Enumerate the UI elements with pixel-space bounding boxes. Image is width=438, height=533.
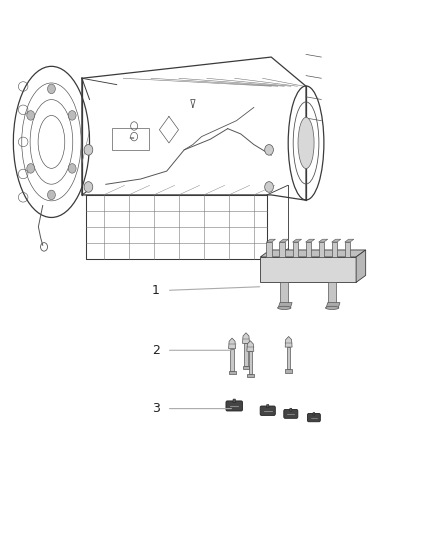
Polygon shape: [345, 242, 350, 257]
Circle shape: [47, 190, 55, 200]
Polygon shape: [356, 250, 366, 282]
FancyBboxPatch shape: [284, 409, 298, 418]
Circle shape: [27, 164, 35, 173]
Polygon shape: [247, 341, 254, 351]
Text: 3: 3: [152, 402, 160, 415]
Circle shape: [265, 182, 273, 192]
Circle shape: [84, 144, 93, 155]
Bar: [113, 127, 149, 150]
Polygon shape: [243, 333, 250, 343]
Polygon shape: [229, 338, 236, 349]
Polygon shape: [247, 374, 254, 377]
Polygon shape: [293, 242, 298, 257]
Polygon shape: [279, 239, 289, 242]
FancyBboxPatch shape: [260, 406, 276, 415]
Circle shape: [27, 111, 35, 120]
Polygon shape: [266, 239, 276, 242]
Polygon shape: [266, 405, 269, 408]
Polygon shape: [285, 336, 292, 347]
Polygon shape: [233, 399, 236, 402]
Polygon shape: [287, 347, 290, 369]
Polygon shape: [326, 303, 340, 308]
Polygon shape: [266, 242, 272, 257]
Polygon shape: [249, 351, 252, 374]
FancyBboxPatch shape: [226, 401, 243, 411]
Ellipse shape: [325, 306, 339, 310]
Polygon shape: [345, 239, 354, 242]
Polygon shape: [260, 250, 366, 257]
Polygon shape: [280, 282, 288, 303]
Polygon shape: [313, 413, 315, 415]
FancyBboxPatch shape: [307, 414, 320, 422]
Polygon shape: [229, 371, 236, 374]
Polygon shape: [278, 303, 292, 308]
Polygon shape: [306, 239, 314, 242]
Polygon shape: [243, 366, 250, 369]
Text: =: =: [128, 136, 134, 142]
Polygon shape: [319, 242, 324, 257]
Circle shape: [84, 182, 93, 192]
Polygon shape: [244, 343, 248, 366]
Polygon shape: [285, 369, 292, 373]
Polygon shape: [319, 239, 328, 242]
Polygon shape: [290, 408, 292, 411]
Circle shape: [47, 84, 55, 94]
Circle shape: [68, 164, 76, 173]
Text: 1: 1: [152, 284, 160, 297]
Polygon shape: [279, 242, 285, 257]
Ellipse shape: [278, 306, 291, 310]
Circle shape: [265, 144, 273, 155]
Polygon shape: [332, 239, 341, 242]
Polygon shape: [328, 282, 336, 303]
Polygon shape: [332, 242, 337, 257]
Polygon shape: [306, 242, 311, 257]
Polygon shape: [230, 349, 234, 371]
Ellipse shape: [298, 117, 314, 168]
Text: 2: 2: [152, 344, 160, 357]
Polygon shape: [293, 239, 302, 242]
Polygon shape: [260, 257, 356, 282]
Circle shape: [68, 111, 76, 120]
